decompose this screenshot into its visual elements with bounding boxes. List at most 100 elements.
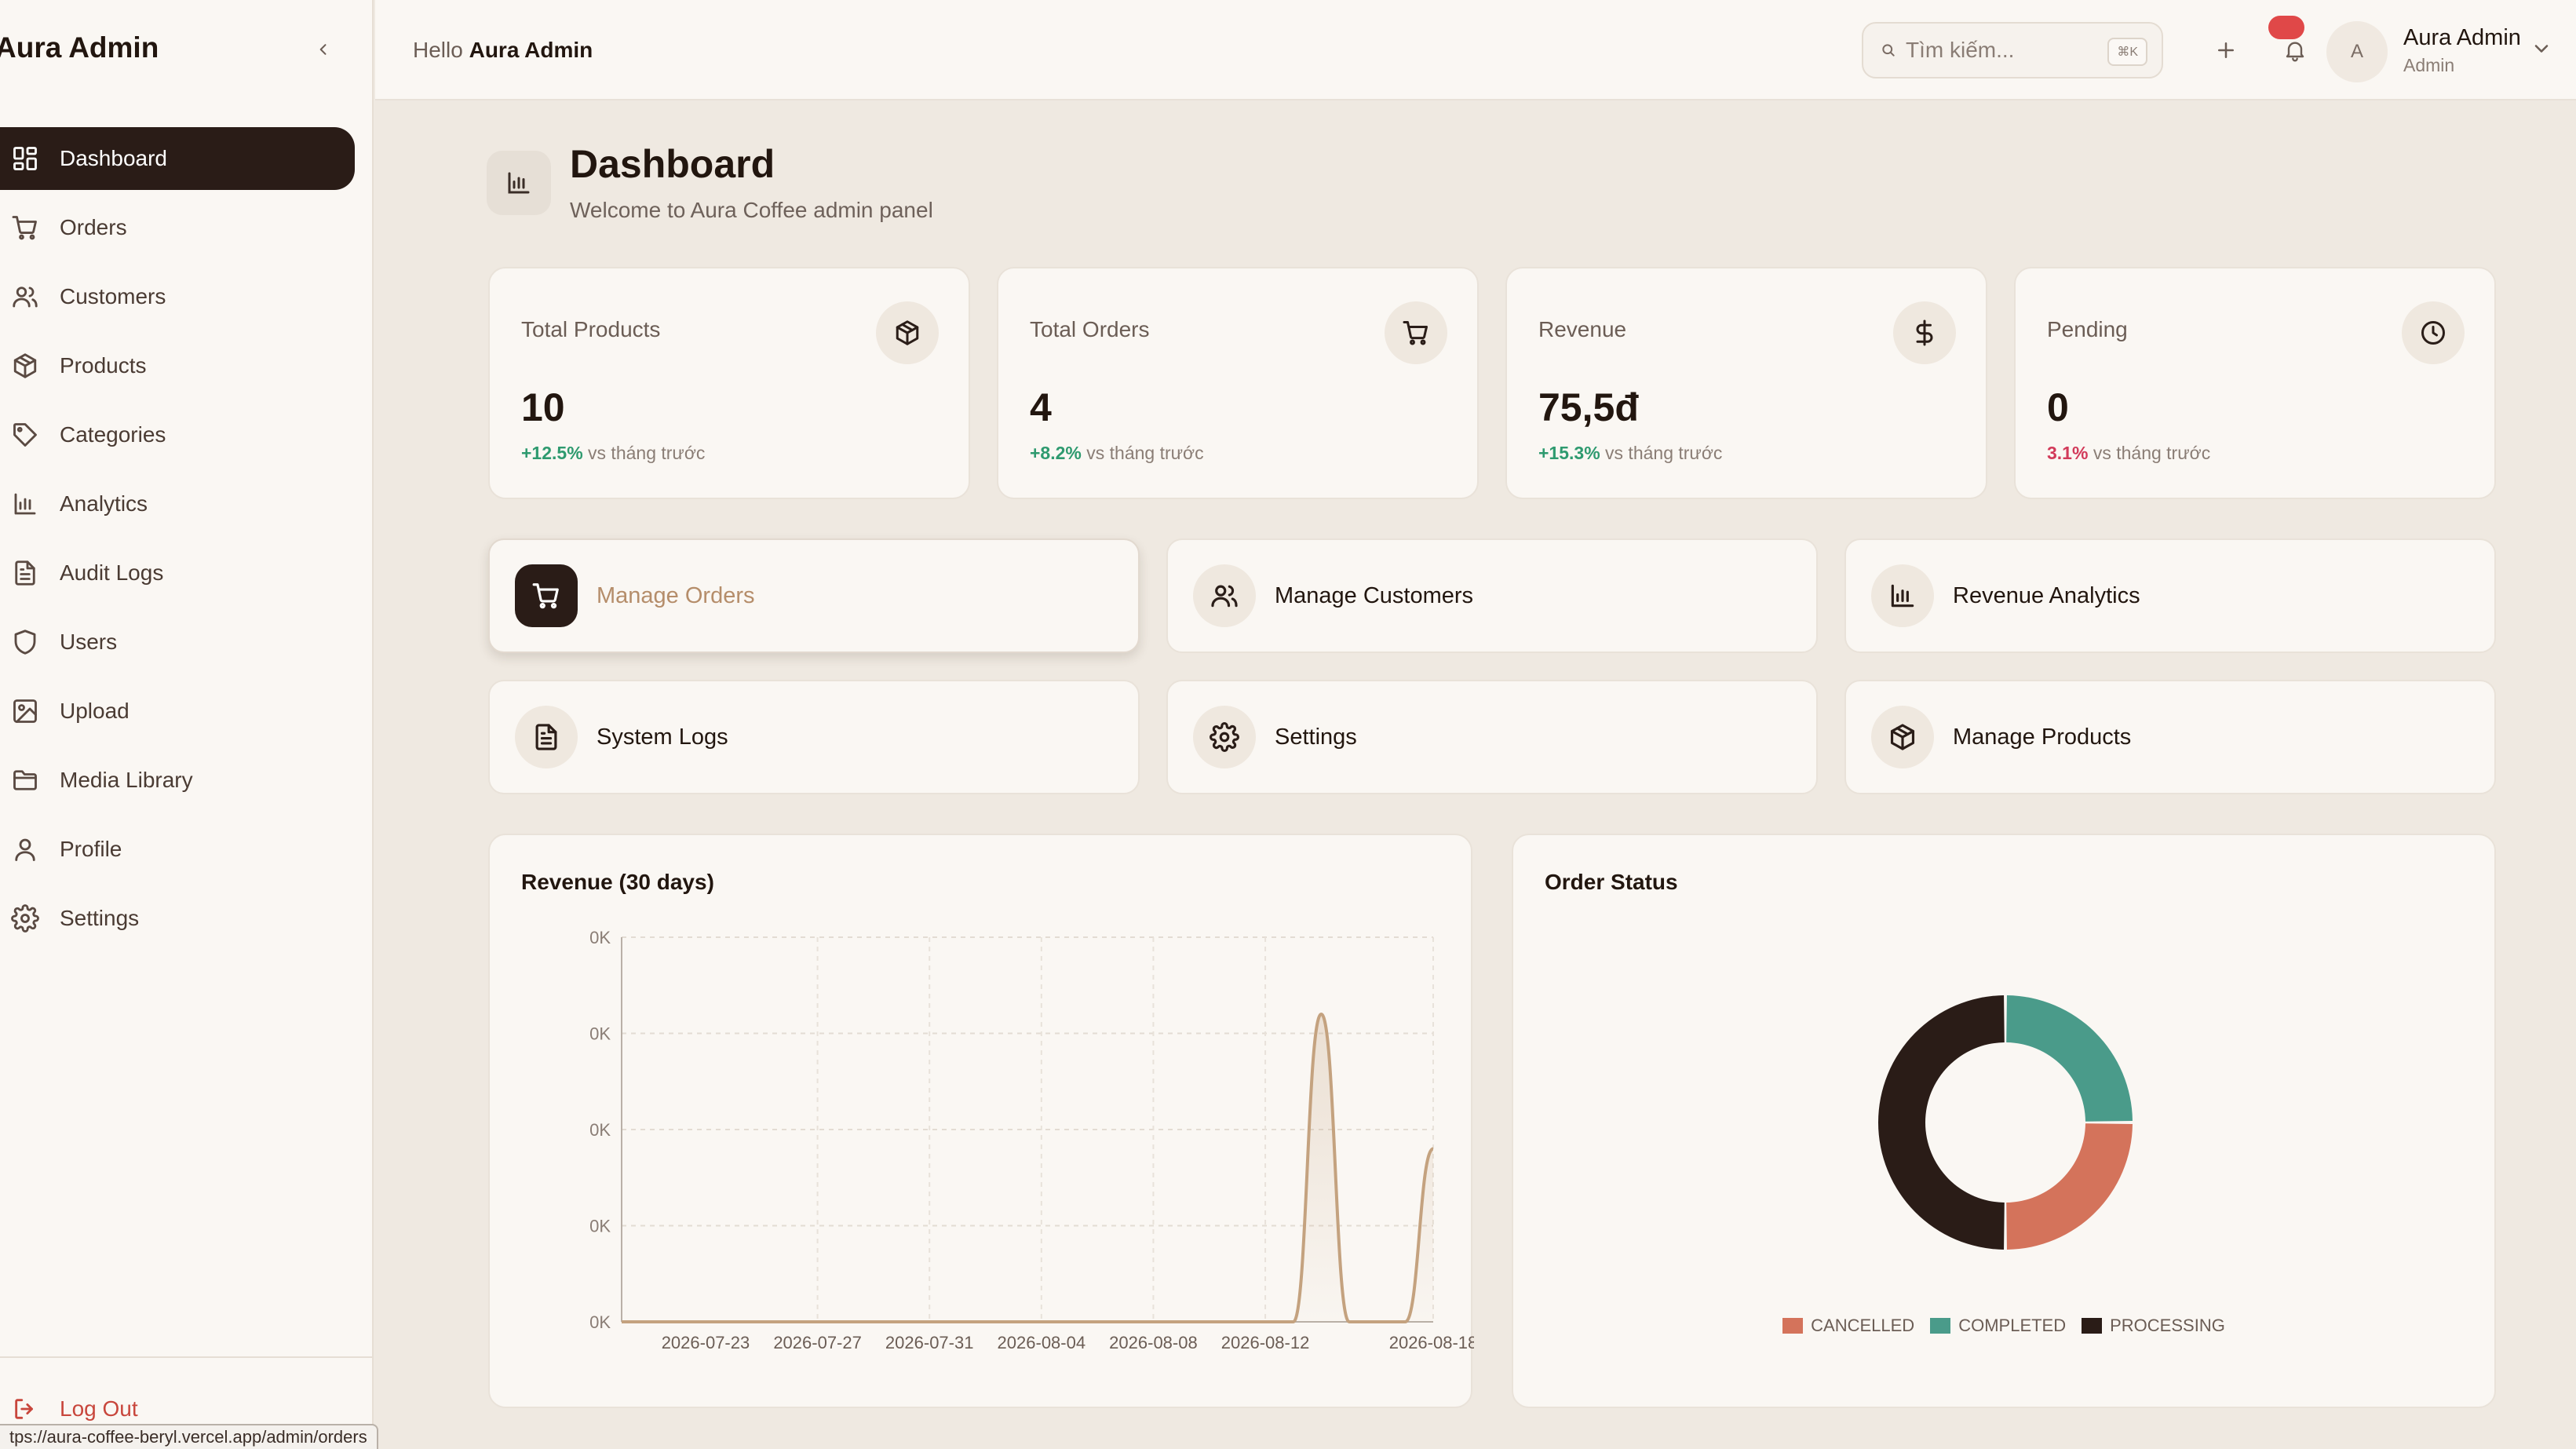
sidebar-item-settings[interactable]: Settings (0, 887, 355, 950)
legend-label: PROCESSING (2110, 1316, 2225, 1335)
revenue-chart: 0K 0K 0K 0K 0K 2026-07-23 2026-07-27 2026-07-31… (589, 928, 1474, 1352)
folder-icon (9, 765, 41, 796)
legend-swatch (2082, 1318, 2103, 1334)
revenue-line (622, 1012, 1435, 1323)
user-menu-chevron[interactable] (2530, 38, 2554, 61)
action-manage-orders-button[interactable]: Manage Orders (488, 538, 1140, 653)
topbar: Hello Aura Admin ⌘K A Aura Admin Admin (375, 0, 2576, 100)
page-icon (487, 151, 551, 215)
cart-icon (9, 212, 41, 243)
sidebar-item-customers[interactable]: Customers (0, 265, 355, 328)
action-settings-button[interactable]: Settings (1166, 680, 1818, 794)
stat-value: 75,5đ (1538, 385, 1639, 429)
sidebar-divider (0, 1356, 374, 1358)
action-manage-customers-button[interactable]: Manage Customers (1166, 538, 1818, 653)
donut-slice-completed[interactable] (2006, 995, 2133, 1122)
x-tick-label: 2026-08-08 (1109, 1333, 1198, 1352)
x-tick-label: 2026-07-23 (662, 1333, 750, 1352)
sidebar-item-orders[interactable]: Orders (0, 196, 355, 259)
bell-icon (2286, 42, 2304, 62)
stat-change-suffix: vs tháng trước (1086, 443, 1204, 463)
stat-change-suffix: vs tháng trước (588, 443, 706, 463)
revenue-chart-title: Revenue (30 days) (521, 870, 714, 894)
image-icon (9, 695, 41, 727)
revenue-panel: Revenue (30 days) 0K 0K 0K 0K 0K 2026-07-23 20… (488, 834, 1474, 1408)
stat-card-total-products: Total Products 10 +12.5% vs tháng trước (488, 267, 970, 499)
search-shortcut-badge: ⌘K (2107, 38, 2147, 66)
x-tick-label: 2026-08-12 (1221, 1333, 1310, 1352)
sidebar-item-analytics[interactable]: Analytics (0, 473, 355, 535)
donut-slice-cancelled[interactable] (2006, 1123, 2133, 1250)
legend-item-completed[interactable]: COMPLETED (1930, 1316, 2066, 1336)
package-icon (9, 350, 41, 381)
stat-value: 4 (1030, 385, 1052, 429)
sidebar-item-label: Profile (60, 837, 122, 861)
sidebar-item-categories[interactable]: Categories (0, 403, 355, 466)
logout-button[interactable]: Log Out (9, 1389, 138, 1429)
page-title: Dashboard (570, 142, 775, 186)
legend-swatch (1782, 1318, 1804, 1334)
stat-change: +8.2% vs tháng trước (1030, 443, 1204, 464)
user-icon (9, 834, 41, 865)
stat-change: +15.3% vs tháng trước (1538, 443, 1722, 464)
x-tick-label: 2026-07-27 (773, 1333, 862, 1352)
search-input[interactable] (1906, 38, 2102, 63)
clock-icon (2402, 301, 2465, 364)
bar-chart-icon (508, 172, 530, 194)
sidebar-item-dashboard[interactable]: Dashboard (0, 127, 355, 190)
action-label: Settings (1275, 724, 1357, 750)
sidebar-item-label: Upload (60, 699, 130, 723)
stat-label: Revenue (1538, 317, 1627, 341)
sidebar-item-media-library[interactable]: Media Library (0, 749, 355, 812)
stat-value: 10 (521, 385, 565, 429)
order-status-panel: Order Status CANCELLED COMPLETED PROCESSIN… (1512, 834, 2496, 1408)
add-button[interactable] (2204, 28, 2248, 72)
user-name[interactable]: Aura Admin (2403, 25, 2521, 50)
greeting: Hello Aura Admin (413, 38, 593, 63)
action-label: Manage Orders (597, 582, 755, 608)
users-icon (1193, 564, 1256, 627)
cart-icon (1385, 301, 1447, 364)
logout-label: Log Out (60, 1396, 138, 1421)
legend-item-cancelled[interactable]: CANCELLED (1782, 1316, 1914, 1336)
sidebar-item-label: Users (60, 630, 118, 654)
search-box[interactable]: ⌘K (1862, 22, 2163, 78)
sidebar-item-audit-logs[interactable]: Audit Logs (0, 542, 355, 604)
legend-item-processing[interactable]: PROCESSING (2082, 1316, 2225, 1336)
sidebar-item-profile[interactable]: Profile (0, 818, 355, 881)
package-icon (876, 301, 939, 364)
tag-icon (9, 419, 41, 451)
revenue-area (622, 1014, 1433, 1322)
donut-slice-processing[interactable] (1878, 995, 2005, 1250)
bar-chart-icon (1871, 564, 1934, 627)
sidebar-item-label: Analytics (60, 491, 148, 516)
collapse-sidebar-button[interactable] (310, 36, 337, 63)
sidebar-item-label: Orders (60, 215, 127, 239)
cart-icon (515, 564, 578, 627)
legend-swatch (1930, 1318, 1951, 1334)
order-status-legend: CANCELLED COMPLETED PROCESSING (1513, 1316, 2494, 1336)
y-tick-label: 0K (589, 1312, 611, 1332)
stat-change-percent: 3.1% (2047, 443, 2089, 463)
chevron-down-icon (2534, 45, 2549, 53)
sidebar-item-label: Products (60, 353, 147, 378)
sidebar-item-products[interactable]: Products (0, 334, 355, 397)
sidebar-item-users[interactable]: Users (0, 611, 355, 673)
action-revenue-analytics-button[interactable]: Revenue Analytics (1844, 538, 2496, 653)
action-system-logs-button[interactable]: System Logs (488, 680, 1140, 794)
action-label: Revenue Analytics (1953, 582, 2140, 608)
action-label: Manage Products (1953, 724, 2132, 750)
avatar[interactable]: A (2326, 21, 2388, 82)
stat-change: 3.1% vs tháng trước (2047, 443, 2210, 464)
link-preview-url: tps://aura-coffee-beryl.vercel.app/admin… (0, 1424, 378, 1449)
y-tick-label: 0K (589, 1120, 611, 1140)
notifications-button[interactable] (2273, 28, 2317, 72)
sidebar-item-label: Settings (60, 906, 140, 930)
sidebar-item-label: Media Library (60, 768, 193, 792)
search-icon (1881, 42, 1896, 58)
dashboard-grid-icon (9, 143, 41, 174)
action-manage-products-button[interactable]: Manage Products (1844, 680, 2496, 794)
stat-card-revenue: Revenue 75,5đ +15.3% vs tháng trước (1505, 267, 1987, 499)
sidebar-item-upload[interactable]: Upload (0, 680, 355, 743)
brand-title: Aura Admin (0, 31, 159, 64)
